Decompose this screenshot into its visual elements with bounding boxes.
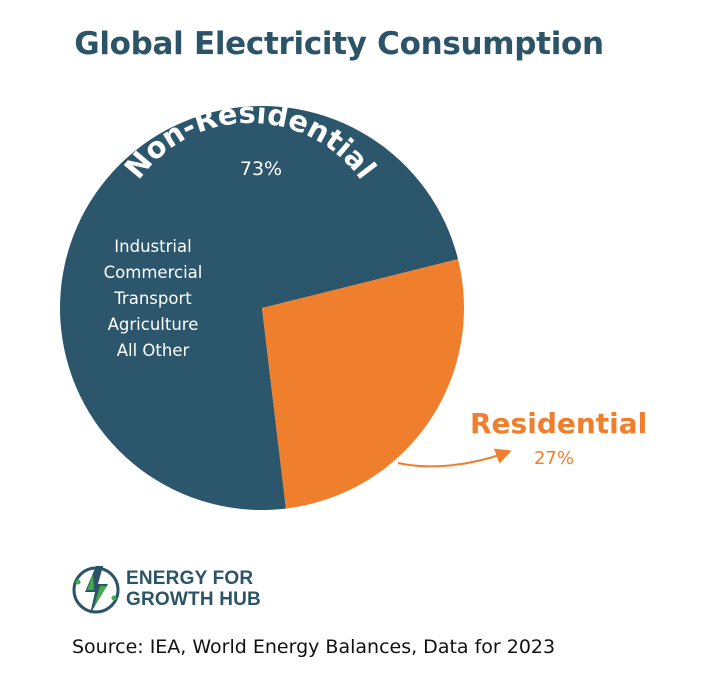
hub-logo-icon: [72, 566, 120, 614]
pie-slice-residential: [262, 259, 464, 509]
logo-line-2: GROWTH HUB: [126, 589, 261, 610]
sub-item-commercial: Commercial: [104, 263, 203, 282]
non-residential-sub-items: Industrial Commercial Transport Agricult…: [104, 237, 203, 360]
logo-text: ENERGY FOR GROWTH HUB: [126, 568, 261, 610]
non-residential-value-label: 73%: [240, 158, 282, 180]
residential-arrow: [397, 448, 512, 468]
residential-value-label: 27%: [534, 448, 574, 469]
source-note: Source: IEA, World Energy Balances, Data…: [72, 636, 556, 658]
sub-item-all-other: All Other: [117, 341, 190, 360]
sub-item-industrial: Industrial: [114, 237, 191, 256]
pie-slice-non-residential: [60, 106, 458, 510]
sub-item-agriculture: Agriculture: [108, 315, 199, 334]
sub-item-transport: Transport: [113, 289, 192, 308]
logo-line-1: ENERGY FOR: [126, 568, 254, 589]
chart-title: Global Electricity Consumption: [74, 26, 604, 62]
residential-label: Residential: [470, 407, 647, 440]
energy-for-growth-hub-logo: ENERGY FOR GROWTH HUB: [70, 562, 300, 618]
pie-slices: [60, 106, 464, 510]
